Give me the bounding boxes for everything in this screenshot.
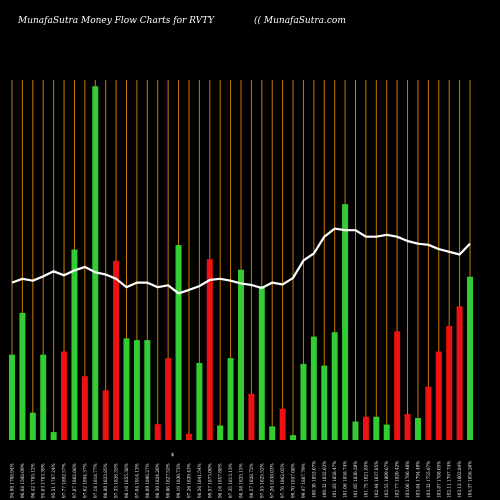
bar-red xyxy=(362,416,369,440)
bar-green xyxy=(19,312,26,440)
x-tick-label: 97.04 1914.13% xyxy=(134,463,139,498)
x-tick-label: 98.09 1896.27% xyxy=(145,463,150,498)
chart-title: MunafaSutra Money Flow Charts for RVTY xyxy=(17,16,215,26)
bar-red xyxy=(154,424,161,440)
bar-red xyxy=(165,358,172,440)
bar-red xyxy=(279,408,286,440)
x-tick-label: 101.75 1821.85% xyxy=(363,461,368,498)
bar-green xyxy=(342,204,349,440)
x-tick-label: 101.83 1858.47% xyxy=(332,461,337,498)
x-tick-label: 102.53 1809.67% xyxy=(384,461,389,498)
x-tick-label: 97.26 1839.43% xyxy=(186,463,191,498)
x-tick-label: 98.56 1841.54% xyxy=(197,463,202,498)
bar-green xyxy=(269,426,276,440)
bar-green xyxy=(290,435,297,440)
bar-red xyxy=(456,306,463,440)
x-tick-label: 100.30 1852.07% xyxy=(311,461,316,498)
x-tick-label: 96.42 1785.12% xyxy=(30,463,35,498)
bar-green xyxy=(92,86,99,441)
bar-green xyxy=(9,354,15,440)
x-tick-label: 98.06 1827.52% xyxy=(166,463,171,498)
x-tick-label: 97.18 1818.77% xyxy=(93,463,98,498)
bar-green xyxy=(29,412,36,440)
bar-green xyxy=(331,332,338,440)
bar-green xyxy=(196,363,203,440)
bar-red xyxy=(248,393,255,440)
bar-green xyxy=(467,276,473,440)
x-tick-label: 100.32 1832.63% xyxy=(322,461,327,498)
bar-red xyxy=(102,390,109,440)
bar-green xyxy=(300,363,307,440)
money-flow-line xyxy=(11,227,471,295)
bar-green xyxy=(383,424,390,440)
x-tick-label: 97.55 1825.52% xyxy=(259,463,264,498)
x-tick-label: 97.62 1894.37% xyxy=(82,463,87,498)
bar-green xyxy=(71,249,78,440)
bar-red xyxy=(113,260,120,440)
x-tick-label: 97.33 1826.35% xyxy=(114,463,119,498)
x-tick-label: 103.32 1755.67% xyxy=(426,461,431,498)
bar-red xyxy=(185,433,192,440)
bar-red xyxy=(404,414,411,440)
x-tick-label: 102.11 1797.74% xyxy=(447,461,452,498)
x-tick-label: 97.87 1882.66% xyxy=(72,463,77,498)
bar-green xyxy=(227,358,234,440)
bar-green xyxy=(123,338,130,440)
x-tick-label: 103.06 1786.48% xyxy=(405,461,410,498)
bar-red xyxy=(446,326,453,440)
x-tick-label: 99.47 1887.79% xyxy=(301,463,306,498)
watermark: (( MunafaSutra.com xyxy=(254,15,346,26)
bar-green xyxy=(238,269,244,440)
x-tick-label: 95.51 1787.24% xyxy=(51,463,56,498)
x-tick-label: 98.57 1828.72% xyxy=(249,463,254,498)
x-tick-label: 98.10 1855.38% xyxy=(124,463,129,498)
bar-green xyxy=(352,421,359,440)
bars xyxy=(9,86,473,441)
x-tick-label: 95.03 1783.39% xyxy=(41,463,46,498)
axis-symbol: $ xyxy=(171,452,174,458)
bar-green xyxy=(373,416,380,440)
x-tick-label: 103.12 1802.84% xyxy=(457,461,462,498)
bar-green xyxy=(217,425,224,440)
bar-green xyxy=(321,365,328,440)
x-tick-label: 97.76 1862.05% xyxy=(280,463,285,498)
bar-red xyxy=(61,351,68,440)
x-tick-label: 98.58 1825.15% xyxy=(239,463,244,498)
x-tick-label: 102.77 1820.42% xyxy=(395,461,400,498)
x-tick-label: 103.87 1788.05% xyxy=(436,461,441,498)
bar-red xyxy=(425,386,432,440)
bar-red xyxy=(394,331,401,440)
x-tick-label: 104.37 1856.26% xyxy=(468,461,473,498)
bar-green xyxy=(258,286,265,440)
x-tick-label: 97.77 1892.57% xyxy=(62,463,67,498)
x-tick-label: 98.80 1823.85% xyxy=(103,463,108,498)
bar-green xyxy=(175,245,182,440)
x-tick-label: 98.50 1824.26% xyxy=(155,463,160,498)
x-tick-label: 97.26 1838.03% xyxy=(270,463,275,498)
x-tick-labels: 94.98 1708.94% 96.68 1508.09% 96.42 1785.1… xyxy=(10,461,473,498)
x-tick-label: 97.35 1813.13% xyxy=(228,463,233,498)
x-tick-label: 101.06 1858.74% xyxy=(343,461,348,498)
x-tick-label: 96.68 1508.09% xyxy=(20,463,25,498)
bar-green xyxy=(414,418,421,440)
x-tick-label: 99.57 1873.00% xyxy=(207,463,212,498)
x-tick-label: 94.98 1708.94% xyxy=(10,463,15,498)
bar-red xyxy=(435,351,442,440)
x-tick-label: 103.84 1794.49% xyxy=(415,461,420,498)
x-tick-label: 101.05 1830.28% xyxy=(353,461,358,498)
bar-red xyxy=(81,376,88,440)
bar-green xyxy=(310,336,317,440)
bar-green xyxy=(50,432,57,440)
x-tick-label: 99.19 1830.73% xyxy=(176,463,181,498)
bar-green xyxy=(133,340,140,440)
x-tick-label: 99.70 1857.08% xyxy=(291,463,296,498)
x-tick-label: 102.44 1837.85% xyxy=(374,461,379,498)
bar-red xyxy=(206,259,213,440)
bar-green xyxy=(144,340,151,440)
bar-green xyxy=(40,354,47,440)
x-tick-label: 96.16 1857.88% xyxy=(218,463,223,498)
